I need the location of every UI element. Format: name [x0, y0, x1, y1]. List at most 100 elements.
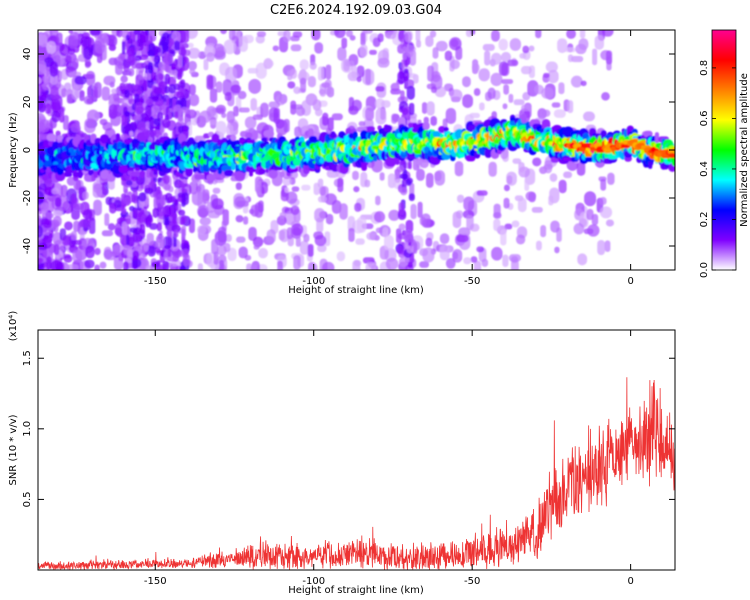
spectrogram-cell	[46, 133, 57, 142]
spectrogram-cell	[215, 81, 223, 93]
spectrogram-cell	[224, 169, 234, 177]
spectrogram-cell	[235, 215, 244, 223]
spectrogram-cell	[70, 123, 81, 133]
spectrogram-cell	[584, 191, 597, 207]
spectrogram-cell	[78, 170, 83, 179]
spectrogram-cell	[109, 202, 117, 214]
spectrogram-cell	[490, 72, 503, 87]
spectrogram-cell	[145, 98, 154, 106]
spectrogram-cell	[416, 39, 421, 48]
spectrogram-cell	[471, 63, 480, 73]
spectrogram-cell	[501, 79, 514, 85]
spectrogram-cell	[174, 40, 180, 51]
spectrogram-cell	[230, 84, 242, 94]
spectrogram-cell	[123, 58, 130, 72]
spectrogram-cell	[61, 184, 68, 198]
spectrogram-cell	[128, 68, 135, 77]
spectrogram-cell	[525, 191, 537, 201]
spectrogram-cell	[124, 84, 134, 91]
snr-y-multiplier: (x10⁴)	[8, 311, 19, 342]
spectrogram-cell	[484, 50, 491, 66]
spectrogram-cell	[147, 245, 156, 257]
spectrogram-cell	[202, 189, 210, 204]
spectrogram-cell	[508, 93, 514, 103]
spectrogram-cell	[121, 114, 128, 127]
spectrogram-cell	[56, 32, 63, 47]
spectrogram-cell	[513, 99, 525, 106]
spectrogram-cell	[540, 225, 547, 238]
spectrogram-cell	[72, 249, 83, 263]
spectrogram-cell	[565, 47, 576, 53]
spectrogram-cell	[500, 229, 507, 246]
spectrogram-cell	[291, 186, 300, 192]
spectrogram-cell	[236, 236, 246, 243]
colorbar-tick-label: 0.6	[699, 110, 710, 126]
spectrogram-cell	[528, 45, 535, 52]
spectrogram-cell	[478, 68, 490, 82]
spectrogram-cell	[438, 126, 446, 134]
spectrogram-cell	[146, 232, 154, 246]
spectrogram-cell	[46, 41, 57, 54]
spectrogram-cell	[462, 94, 474, 108]
spectrogram-cell	[301, 184, 311, 191]
spectrogram-cell	[291, 223, 304, 236]
spectrogram-cell	[66, 88, 73, 104]
spectrogram-cell	[132, 250, 140, 261]
spectrogram-cell	[391, 113, 398, 124]
spectrogram-cell	[312, 99, 322, 111]
spectrogram-cell	[544, 160, 552, 174]
spectrogram-cell	[203, 58, 209, 71]
spectrogram-cell	[83, 46, 93, 60]
spectrogram-cell	[467, 125, 478, 131]
spectrogram-cell	[558, 179, 567, 194]
spectrogram-cell	[185, 109, 197, 119]
spectrogram-cell	[439, 245, 450, 261]
spectrogram-cell	[149, 223, 158, 230]
spectrogram-cell	[112, 104, 122, 117]
spectrogram-cell	[562, 157, 574, 162]
y-tick-label: -20	[22, 190, 33, 206]
spectrogram-cell	[396, 228, 402, 244]
spectrogram-cell	[211, 198, 224, 210]
spectrogram-cell	[123, 261, 129, 270]
spectrogram-cell	[425, 35, 434, 47]
snr-y-ticks: 0.5 1.0 1.5	[22, 350, 675, 507]
x-tick-label: -100	[302, 576, 325, 587]
spectrogram-cell	[410, 203, 417, 220]
spectrogram-cell	[294, 126, 302, 138]
spectrogram-cell	[365, 261, 377, 270]
spectrogram-cell	[145, 121, 151, 130]
spectrogram-cell	[297, 71, 310, 81]
spectrogram-cell	[500, 51, 512, 63]
spectrogram-cell	[445, 258, 456, 269]
spectrogram-cell	[199, 217, 211, 225]
spectrogram-cell	[359, 44, 368, 58]
spectrogram-cell	[592, 48, 598, 66]
spectrogram-cell	[158, 61, 166, 70]
spectrogram-cell	[222, 79, 232, 96]
spectrogram-cell	[250, 204, 259, 217]
spectrogram-cell	[197, 205, 209, 218]
spectrogram-cell	[553, 109, 566, 118]
spectrogram-cell	[177, 181, 185, 187]
spectrogram-cell	[599, 206, 613, 219]
spectrogram-cell	[567, 54, 574, 63]
spectrogram-cell	[388, 209, 400, 221]
spectrogram-cell	[94, 37, 105, 54]
spectrogram-cell	[177, 125, 184, 134]
spectrogram-cell	[52, 231, 62, 246]
spectrogram-cell	[185, 166, 193, 177]
spectrogram-cell	[105, 196, 113, 206]
spectrogram-cell	[263, 59, 274, 68]
spectrogram-cell	[187, 47, 201, 59]
spectrogram-cell	[258, 168, 266, 175]
spectrogram-cell	[432, 131, 442, 138]
spectrogram-cell	[252, 114, 263, 120]
spectrogram-cell	[155, 246, 161, 254]
spectrogram-cell	[524, 177, 530, 192]
spectrogram-x-label: Height of straight line (km)	[288, 285, 424, 296]
spectrogram-cell	[317, 195, 328, 203]
spectrogram-cell	[353, 186, 360, 193]
spectrogram-cell	[444, 50, 453, 61]
spectrogram-cell	[166, 225, 172, 238]
